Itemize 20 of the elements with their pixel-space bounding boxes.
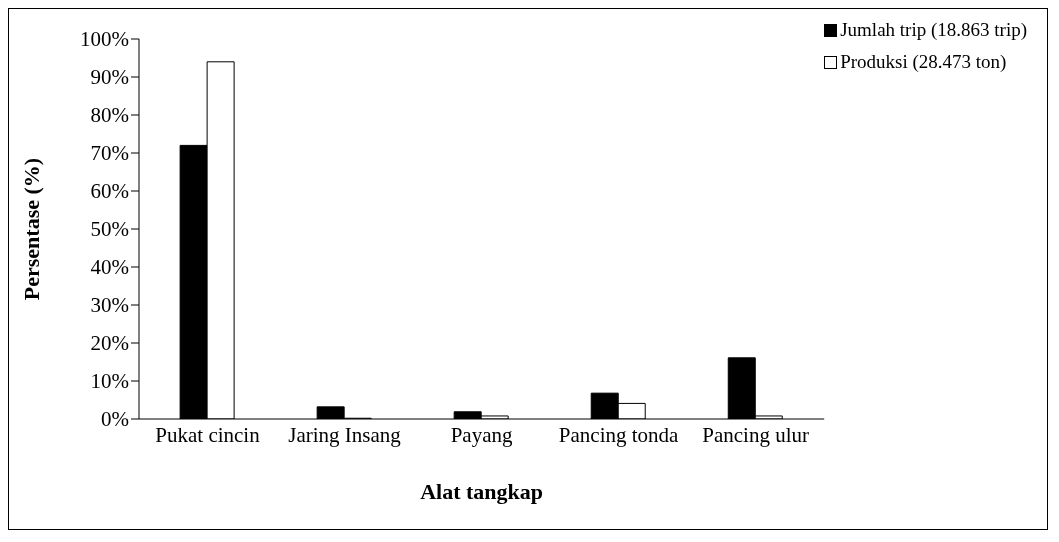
y-tick-label: 40% [90,255,129,280]
x-tick-label: Payang [450,422,513,447]
y-axis-title: Persentase (%) [18,157,44,301]
x-tick-label: Pancing tonda [558,422,680,447]
y-tick-label: 20% [90,331,129,356]
y-tick-label: 90% [90,65,129,90]
y-tick-label: 50% [90,217,129,242]
y-tick-label: 10% [90,369,129,394]
y-tick-label: 70% [90,141,129,166]
legend-label: Jumlah trip (18.863 trip) [840,19,1027,41]
legend-label: Produksi (28.473 ton) [840,51,1007,73]
y-tick-label: 100% [80,27,129,52]
y-tick-label: 60% [90,179,129,204]
x-axis-title: Alat tangkap [420,479,544,504]
x-tick-label: Pukat cincin [155,422,261,447]
y-tick-label: 80% [90,103,129,128]
y-tick-label: 0% [101,407,129,432]
x-tick-label: Pancing ulur [702,422,810,447]
y-tick-label: 30% [90,293,129,318]
x-tick-label: Jaring Insang [288,422,402,447]
